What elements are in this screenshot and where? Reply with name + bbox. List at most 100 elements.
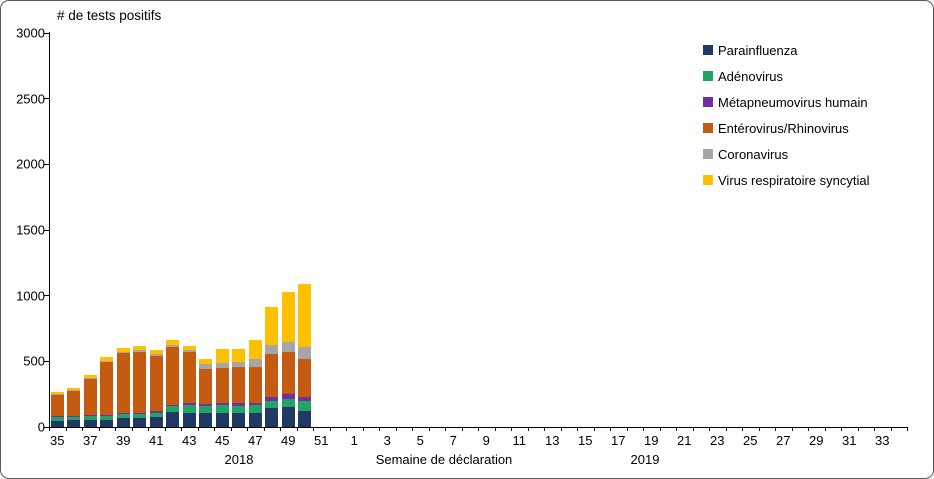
x-tick (115, 427, 116, 431)
x-tick (214, 427, 215, 431)
bar-week-49-Virus respiratoire syncytial (281, 291, 295, 342)
legend: Parainfluenza Adénovirus Métapneumovirus… (703, 37, 869, 193)
x-tick (296, 427, 298, 431)
x-tick-label: 47 (248, 433, 263, 448)
y-tick-label: 1500 (16, 222, 45, 238)
bar-week-43-Coronavirus (182, 349, 196, 353)
bar-week-50-Métapneumovirus humain (298, 397, 312, 402)
x-tick (428, 427, 430, 431)
bar-week-43-Métapneumovirus humain (182, 403, 196, 405)
x-tick-label: 43 (182, 433, 197, 448)
x-tick (709, 427, 710, 431)
bar-week-42-Métapneumovirus humain (166, 404, 180, 406)
x-tick (379, 427, 380, 431)
x-tick (164, 427, 166, 431)
x-tick (329, 427, 331, 431)
x-tick (742, 427, 743, 431)
legend-label: Métapneumovirus humain (718, 94, 868, 110)
bar-week-39-Entérovirus/Rhinovirus (116, 353, 130, 413)
legend-swatch-adenovirus (703, 71, 713, 81)
legend-label: Virus respiratoire syncytial (718, 172, 870, 188)
bar-week-38-Entérovirus/Rhinovirus (100, 361, 114, 415)
x-tick-label: 13 (545, 433, 560, 448)
y-tick-label: 3000 (16, 25, 45, 41)
legend-item-vrs: Virus respiratoire syncytial (703, 167, 869, 193)
bar-week-38-Coronavirus (100, 360, 114, 362)
bar-week-45-Adénovirus (215, 405, 229, 413)
bar-week-41-Virus respiratoire syncytial (149, 349, 163, 355)
bar-week-37-Virus respiratoire syncytial (83, 375, 97, 378)
bar-week-41-Parainfluenza (149, 417, 163, 427)
bar-week-48-Entérovirus/Rhinovirus (265, 354, 279, 398)
bar-week-46-Adénovirus (232, 405, 246, 414)
y-tick (44, 163, 49, 165)
x-tick (775, 427, 776, 431)
x-tick (181, 427, 182, 431)
legend-label: Coronavirus (718, 146, 789, 162)
legend-item-coronavirus: Coronavirus (703, 141, 869, 167)
bar-week-36-Coronavirus (67, 390, 81, 391)
bar-week-41-Adénovirus (149, 412, 163, 418)
bar-week-47-Parainfluenza (248, 412, 262, 427)
bar-week-39-Adénovirus (116, 413, 130, 419)
x-tick (824, 427, 826, 431)
x-tick-label: 21 (677, 433, 692, 448)
bar-week-42-Coronavirus (166, 344, 180, 347)
x-tick (197, 427, 199, 431)
x-tick (395, 427, 397, 431)
legend-swatch-coronavirus (703, 149, 713, 159)
x-tick (247, 427, 248, 431)
y-tick (44, 360, 49, 362)
x-tick (65, 427, 67, 431)
bar-week-40-Virus respiratoire syncytial (133, 345, 147, 351)
bar-week-40-Coronavirus (133, 350, 147, 353)
x-tick (461, 427, 463, 431)
bar-week-37-Parainfluenza (83, 419, 97, 427)
x-tick-label: 23 (710, 433, 725, 448)
legend-swatch-enterovirus (703, 123, 713, 133)
bar-week-43-Parainfluenza (182, 412, 196, 427)
y-tick-label: 1000 (16, 288, 45, 304)
x-tick (362, 427, 364, 431)
bar-week-46-Métapneumovirus humain (232, 403, 246, 406)
legend-item-parainfluenza: Parainfluenza (703, 37, 869, 63)
bar-week-44-Coronavirus (199, 363, 213, 369)
year-label-2019: 2019 (630, 452, 660, 467)
bar-week-39-Métapneumovirus humain (116, 412, 130, 414)
y-axis-line (49, 32, 50, 428)
bar-week-50-Coronavirus (298, 346, 312, 359)
bar-week-42-Parainfluenza (166, 411, 180, 427)
bar-week-47-Coronavirus (248, 359, 262, 368)
year-label-2018: 2018 (224, 452, 254, 467)
x-tick-label: 39 (116, 433, 131, 448)
x-tick-label: 11 (512, 433, 527, 448)
x-tick (527, 427, 529, 431)
bar-week-35-Adénovirus (50, 417, 64, 422)
x-tick (874, 427, 875, 431)
legend-swatch-parainfluenza (703, 45, 713, 55)
x-tick (280, 427, 281, 431)
bar-week-44-Adénovirus (199, 405, 213, 414)
x-tick (758, 427, 760, 431)
bar-week-44-Virus respiratoire syncytial (199, 358, 213, 364)
y-tick (44, 295, 49, 297)
bar-week-36-Virus respiratoire syncytial (67, 387, 81, 391)
x-tick-label: 1 (350, 433, 358, 448)
legend-label: Entérovirus/Rhinovirus (718, 120, 849, 136)
bar-week-45-Métapneumovirus humain (215, 403, 229, 406)
x-tick (511, 427, 512, 431)
bar-week-46-Coronavirus (232, 361, 246, 368)
bar-week-35-Métapneumovirus humain (50, 416, 64, 418)
y-tick-label: 2000 (16, 156, 45, 172)
x-tick (857, 427, 859, 431)
bar-week-40-Adénovirus (133, 413, 147, 418)
x-tick-label: 45 (215, 433, 230, 448)
bar-week-44-Métapneumovirus humain (199, 404, 213, 406)
y-tick (44, 32, 49, 34)
bar-week-43-Adénovirus (182, 404, 196, 413)
x-tick (98, 427, 100, 431)
x-tick (445, 427, 446, 431)
bar-week-50-Parainfluenza (298, 411, 312, 427)
bar-week-46-Virus respiratoire syncytial (232, 348, 246, 362)
bar-week-37-Entérovirus/Rhinovirus (83, 378, 97, 416)
